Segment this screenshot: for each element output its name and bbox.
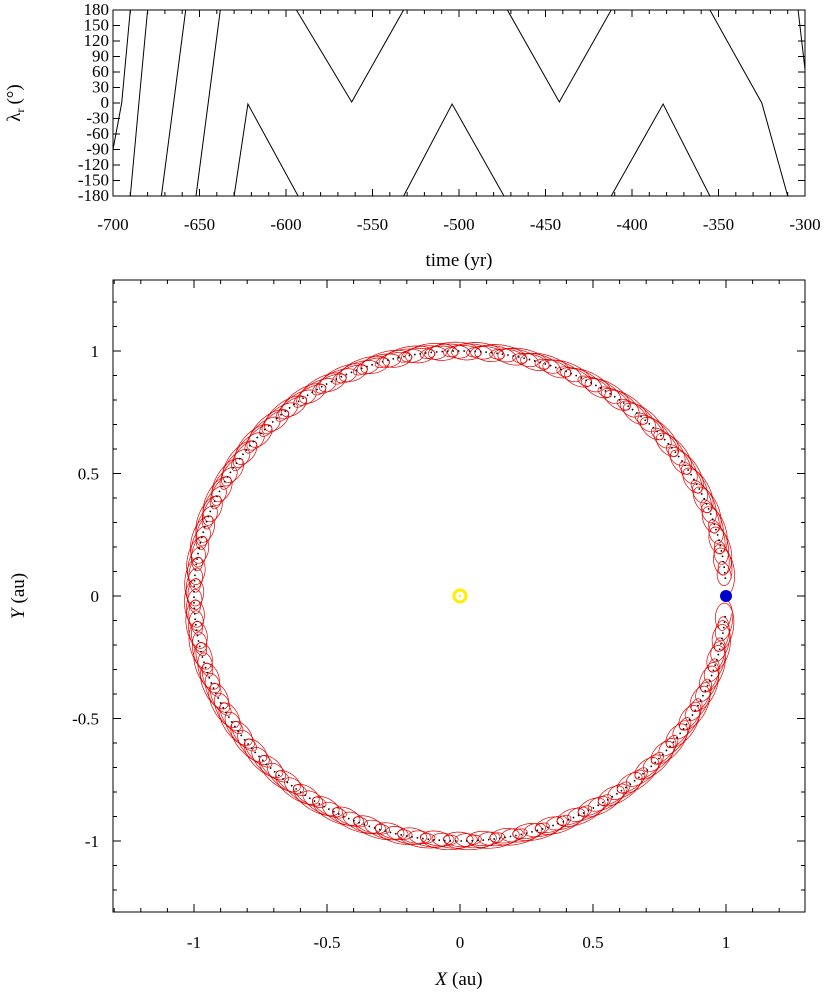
- top-x-tick-label: -500: [443, 215, 474, 234]
- top-y-tick-label: -90: [86, 140, 109, 159]
- orbit-panel: -1 -0.5 0 0.5 1 10.50-0.5-1 X (au) Y(au): [8, 279, 806, 990]
- red-loop-curve: [187, 345, 732, 847]
- top-x-tick-label: -300: [789, 215, 820, 234]
- top-series-line: [403, 102, 505, 197]
- top-x-tick-labels: -700 -650 -600 -550 -500 -450 -400 -350 -300: [97, 215, 820, 234]
- top-series-line: [797, 9, 806, 70]
- top-y-axis-symbol: λ: [4, 112, 25, 122]
- red-loop-trajectory: [184, 341, 735, 851]
- top-x-tick-label: -400: [616, 215, 647, 234]
- top-y-axis-unit: (°): [4, 84, 25, 104]
- top-y-tick-label: -180: [78, 186, 109, 205]
- bottom-x-tick-label: -1: [187, 933, 201, 952]
- bottom-y-axis-symbol: Y: [8, 606, 29, 619]
- bottom-y-tick-label: -1: [85, 832, 99, 851]
- top-x-tick-label: -700: [97, 215, 128, 234]
- top-series-line: [610, 102, 711, 197]
- sun-marker: [452, 588, 468, 604]
- bottom-x-axis-symbol: X: [434, 969, 448, 990]
- top-x-axis-title: time (yr): [425, 250, 492, 271]
- bottom-x-tick-label: 0.5: [582, 933, 603, 952]
- red-loop-curve: [184, 341, 735, 851]
- bottom-y-axis-unit: (au): [8, 573, 29, 604]
- bottom-x-axis-title: X (au): [434, 969, 482, 990]
- top-series-line: [129, 9, 149, 197]
- top-y-tick-label: 120: [84, 31, 110, 50]
- top-series-line: [160, 9, 187, 197]
- bottom-x-tick-label: 0: [456, 933, 465, 952]
- top-y-tick-label: -120: [78, 155, 109, 174]
- longitude-time-panel: -700 -650 -600 -550 -500 -450 -400 -350 -300 180…: [4, 0, 821, 271]
- top-y-tick-label: 150: [84, 16, 110, 35]
- top-x-tick-label: -450: [530, 215, 561, 234]
- top-y-tick-label: 180: [84, 0, 110, 19]
- top-x-tick-label: -650: [184, 215, 215, 234]
- top-y-tick-label: 30: [92, 78, 109, 97]
- bottom-ticks: [113, 280, 805, 912]
- bottom-x-tick-label: 1: [722, 933, 731, 952]
- top-x-tick-label: -550: [357, 215, 388, 234]
- top-y-tick-label: -60: [86, 124, 109, 143]
- bottom-y-tick-labels: 1 0.5 0 -0.5 -1: [72, 342, 99, 851]
- bottom-x-tick-label: -0.5: [314, 933, 341, 952]
- sun-center-dot: [458, 594, 462, 598]
- bottom-y-tick-label: -0.5: [72, 710, 99, 729]
- top-series: [112, 9, 806, 197]
- top-x-tick-label: -350: [703, 215, 734, 234]
- top-series-line: [112, 9, 131, 150]
- top-series-line: [506, 9, 612, 104]
- top-y-tick-label: -150: [78, 171, 109, 190]
- top-y-axis-subscript: r: [13, 109, 27, 113]
- top-y-tick-label: 60: [92, 62, 109, 81]
- bottom-y-tick-label: 0: [91, 587, 100, 606]
- bottom-x-tick-labels: -1 -0.5 0 0.5 1: [187, 933, 730, 952]
- top-series-line: [709, 9, 789, 197]
- bottom-y-tick-label: 0.5: [78, 465, 99, 484]
- top-ticks: [112, 9, 806, 197]
- top-series-line: [233, 102, 299, 197]
- earth-marker: [720, 590, 732, 602]
- top-y-tick-label: -30: [86, 109, 109, 128]
- top-x-tick-label: -600: [270, 215, 301, 234]
- bottom-y-tick-label: 1: [91, 342, 100, 361]
- top-y-tick-label: 90: [92, 47, 109, 66]
- top-series-line: [295, 9, 405, 103]
- top-series-line: [195, 9, 221, 197]
- top-y-axis-title: λr (°): [4, 84, 27, 121]
- top-y-tick-label: 0: [101, 93, 110, 112]
- bottom-x-axis-unit: (au): [452, 969, 483, 990]
- bottom-y-axis-title: Y (au): [8, 573, 29, 619]
